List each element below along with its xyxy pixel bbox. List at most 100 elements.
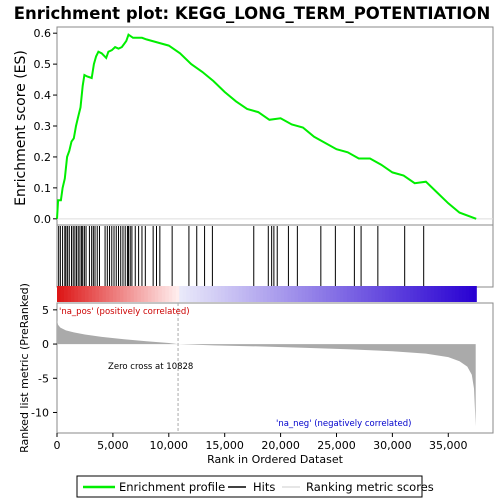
- color-bar-segment: [130, 286, 135, 302]
- color-bar-segment: [301, 286, 306, 302]
- color-bar-segment: [441, 286, 446, 302]
- hits-panel: [56, 224, 494, 288]
- color-bar-segment: [367, 286, 373, 302]
- color-bar-segment: [298, 286, 303, 302]
- color-bar-segment: [381, 286, 386, 302]
- es-y-tick-label: 0.4: [34, 89, 52, 102]
- legend-box: [76, 475, 423, 498]
- color-bar-segment: [60, 286, 65, 302]
- color-bar-segment: [469, 286, 474, 302]
- chart-title: Enrichment plot: KEGG_LONG_TERM_POTENTIA…: [14, 4, 491, 23]
- x-tick-label: 20,000: [261, 439, 300, 452]
- negative-correlation-label: 'na_neg' (negatively correlated): [276, 419, 411, 429]
- color-bar-segment: [315, 286, 320, 302]
- color-bar-segment: [294, 286, 299, 302]
- hit-markers: [58, 226, 425, 286]
- color-bar-segment: [228, 286, 233, 302]
- color-bar-segment: [144, 286, 149, 302]
- color-bar-segment: [259, 286, 264, 302]
- x-tick-label: 15,000: [205, 439, 244, 452]
- color-bar-segment: [179, 286, 184, 302]
- color-bar-segment: [399, 286, 404, 302]
- color-bar-segment: [175, 286, 180, 302]
- color-bar-segment: [332, 286, 338, 302]
- es-y-tick-label: 0.5: [34, 58, 52, 71]
- color-bar-segment: [353, 286, 359, 302]
- color-bar-segment: [430, 286, 435, 302]
- x-tick-label: 5,000: [97, 439, 129, 452]
- metric-y-ticks: 5 0 -5 -10: [31, 304, 57, 419]
- metric-y-tick-label: -10: [31, 406, 49, 419]
- color-bar-segment: [105, 286, 111, 302]
- ranking-metric-area: [57, 320, 476, 427]
- color-bar-segment: [287, 286, 292, 302]
- color-bar-segment: [266, 286, 271, 302]
- color-bar-segment: [189, 286, 194, 302]
- color-bar-segment: [137, 286, 142, 302]
- metric-y-axis-label: Ranked list metric (PreRanked): [18, 283, 31, 453]
- color-bar-segment: [280, 286, 285, 302]
- zero-cross-label: Zero cross at 10828: [108, 362, 193, 372]
- color-bar-segment: [74, 286, 79, 302]
- color-bar-segment: [221, 286, 226, 302]
- x-axis-label: Rank in Ordered Dataset: [207, 453, 344, 466]
- color-bar-segment: [346, 286, 352, 302]
- color-bar-segment: [123, 286, 128, 302]
- color-bar-segment: [235, 286, 240, 302]
- color-bar-segment: [154, 286, 159, 302]
- color-bar-segment: [312, 286, 317, 302]
- color-bar-segment: [458, 286, 463, 302]
- color-bar-segment: [207, 286, 212, 302]
- color-bar-segment: [147, 286, 152, 302]
- color-bar-segment: [245, 286, 250, 302]
- metric-y-tick-label: 0: [42, 338, 49, 351]
- color-bar-segment: [63, 286, 69, 302]
- es-y-tick-label: 0.3: [34, 120, 52, 133]
- es-y-axis-label: Enrichment score (ES): [13, 50, 29, 206]
- color-bar-segment: [182, 286, 187, 302]
- color-bar-segment: [158, 286, 163, 302]
- color-bar-segment: [224, 286, 229, 302]
- color-bar-segment: [214, 286, 219, 302]
- x-tick-label: 35,000: [429, 439, 468, 452]
- color-bar-segment: [455, 286, 460, 302]
- color-bar-segment: [339, 286, 345, 302]
- es-plot-area: [56, 26, 494, 226]
- color-bar-segment: [81, 286, 86, 302]
- color-bar-segment: [133, 286, 138, 302]
- color-bar-segment: [434, 286, 439, 302]
- color-bar-segment: [364, 286, 369, 302]
- color-bar-segment: [102, 286, 107, 302]
- color-bar-segment: [448, 286, 453, 302]
- color-bar-segment: [67, 286, 72, 302]
- color-bar-segment: [112, 286, 117, 302]
- color-bar-segment: [395, 286, 400, 302]
- x-tick-label: 0: [54, 439, 61, 452]
- color-bar-segment: [427, 286, 432, 302]
- color-bar-segment: [420, 286, 425, 302]
- color-bar-segment: [329, 286, 334, 302]
- color-bar-segment: [249, 286, 254, 302]
- color-bar-segment: [217, 286, 222, 302]
- es-y-tick-label: 0.1: [34, 182, 52, 195]
- metric-y-tick-label: 5: [42, 304, 49, 317]
- color-bar-segment: [308, 286, 313, 302]
- color-bar-segment: [326, 286, 331, 302]
- color-bar-segment: [360, 286, 366, 302]
- color-bar-segment: [77, 286, 83, 302]
- enrichment-profile-line: [56, 33, 477, 220]
- legend-label-enrichment: Enrichment profile: [119, 480, 225, 494]
- color-bar-segment: [451, 286, 456, 302]
- color-bar-segment: [305, 286, 310, 302]
- color-bar-segment: [322, 286, 327, 302]
- es-y-tick-label: 0.2: [34, 151, 52, 164]
- color-bar-segment: [423, 286, 428, 302]
- color-bar-segment: [242, 286, 247, 302]
- color-bar-segment: [203, 286, 208, 302]
- color-bar-segment: [140, 286, 145, 302]
- color-bar-segment: [343, 286, 348, 302]
- color-bar-segment: [172, 286, 177, 302]
- color-bar-segment: [252, 286, 257, 302]
- color-bar-segment: [472, 286, 477, 302]
- color-bar-segment: [462, 286, 467, 302]
